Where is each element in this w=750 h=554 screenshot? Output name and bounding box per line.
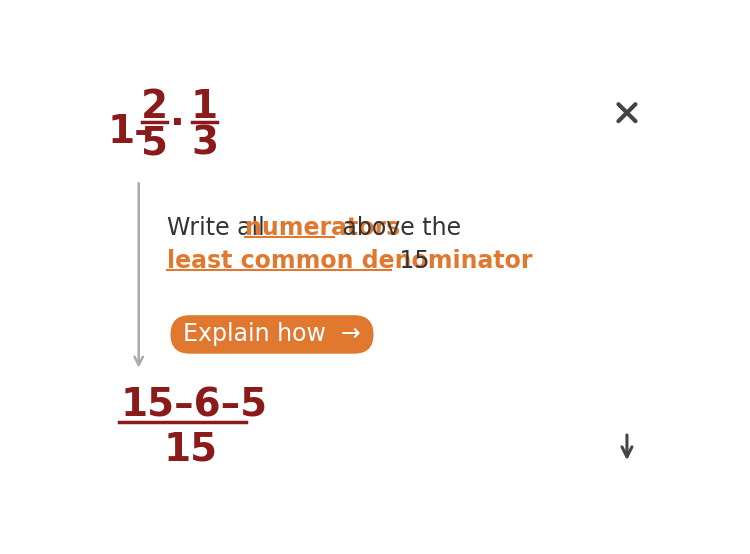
FancyBboxPatch shape	[170, 315, 374, 353]
Text: 5: 5	[141, 125, 168, 162]
Text: 2: 2	[141, 88, 168, 126]
Text: 15–6–5: 15–6–5	[121, 386, 268, 424]
Text: numerators: numerators	[244, 216, 400, 240]
Text: least common denominator: least common denominator	[167, 249, 532, 273]
Text: above the: above the	[334, 216, 461, 240]
Text: 1: 1	[191, 88, 218, 126]
Text: 3: 3	[191, 125, 218, 162]
Text: 15: 15	[392, 249, 430, 273]
Text: 15: 15	[164, 430, 218, 468]
Text: 1–: 1–	[108, 113, 154, 151]
Text: Write all: Write all	[167, 216, 273, 240]
Text: Explain how  →: Explain how →	[183, 322, 361, 346]
Text: ·: ·	[170, 105, 185, 143]
